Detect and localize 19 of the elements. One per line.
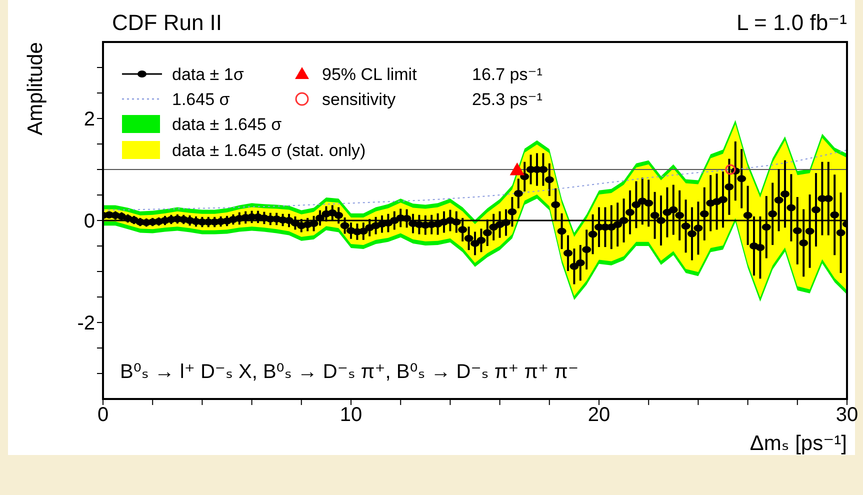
legend-label: data ± 1.645 σ (stat. only) <box>172 141 366 160</box>
y-tick-label: 0 <box>84 210 95 233</box>
annotation: 25.3 ps⁻¹ <box>472 90 543 109</box>
y-axis-title: Amplitude <box>24 42 47 136</box>
annotation: B⁰ₛ → l⁺ D⁻ₛ X, B⁰ₛ → D⁻ₛ π⁺, B⁰ₛ → D⁻ₛ π⁺ π⁺ π⁻ <box>120 361 579 383</box>
x-tick-label: 30 <box>836 404 858 426</box>
x-axis-title: Δmₛ [ps⁻¹] <box>750 432 847 455</box>
chart-subtitle: L = 1.0 fb⁻¹ <box>736 10 847 35</box>
x-tick-label: 20 <box>588 404 610 426</box>
y-tick-label: -2 <box>77 312 95 335</box>
x-tick-label: 10 <box>340 404 362 426</box>
legend-label: data ± 1σ <box>172 65 244 84</box>
chart-title: CDF Run II <box>112 10 222 35</box>
y-tick-label: 2 <box>84 108 95 131</box>
legend-label: data ± 1.645 σ <box>172 115 282 134</box>
annotation: 16.7 ps⁻¹ <box>472 65 543 84</box>
legend-label: sensitivity <box>322 90 396 109</box>
legend-label: 1.645 σ <box>172 90 230 109</box>
legend-label: 95% CL limit <box>322 65 418 84</box>
